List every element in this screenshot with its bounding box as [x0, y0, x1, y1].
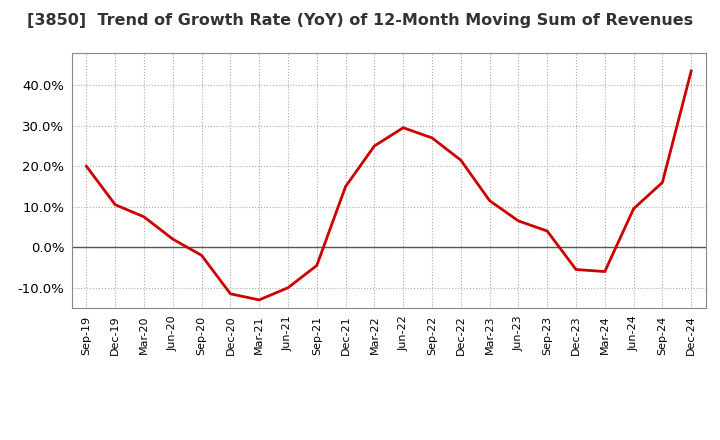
- Text: [3850]  Trend of Growth Rate (YoY) of 12-Month Moving Sum of Revenues: [3850] Trend of Growth Rate (YoY) of 12-…: [27, 13, 693, 28]
